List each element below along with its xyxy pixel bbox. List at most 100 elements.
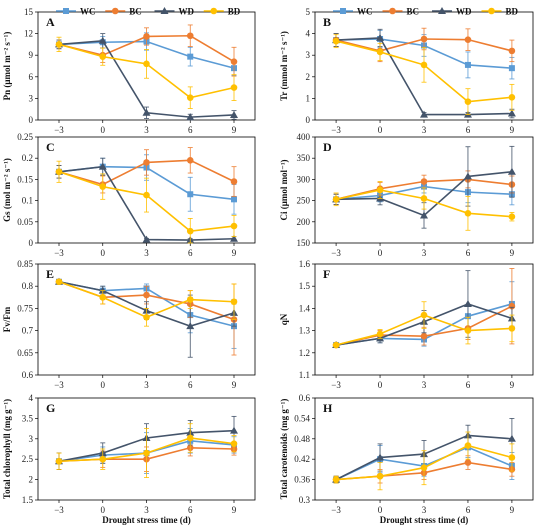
x-tick-label: 3 <box>422 505 427 515</box>
data-point <box>143 313 150 321</box>
y-axis-label: Ci (μmol mol⁻¹) <box>279 159 289 220</box>
data-point <box>332 37 340 45</box>
data-point <box>507 167 516 175</box>
y-tick-label: 350 <box>297 153 311 163</box>
x-tick-label: 3 <box>422 380 427 390</box>
data-point <box>376 453 385 461</box>
y-tick-label: 0.05 <box>17 217 33 227</box>
y-tick-label: 5 <box>306 7 311 17</box>
y-tick-label: 0.36 <box>294 475 310 485</box>
y-tick-label: 2 <box>29 475 34 485</box>
y-tick-label: 200 <box>297 217 311 227</box>
panel-a: 0 3 6 9 12 15 −3 0 3 6 9 Pn (μmol m⁻² s⁻¹) A WC BC WD BD <box>2 7 256 135</box>
data-point <box>508 47 516 55</box>
y-axis-label: Tr (mmol m⁻² s⁻¹) <box>279 31 289 101</box>
legend-label: BD <box>228 7 241 17</box>
series-bd <box>332 34 516 115</box>
data-point <box>99 183 107 190</box>
x-tick-label: 6 <box>466 125 471 135</box>
data-point <box>186 227 194 235</box>
x-tick-label: 3 <box>144 380 149 390</box>
legend-label: WD <box>456 7 472 17</box>
data-point <box>186 94 194 101</box>
panel-label: C <box>46 140 55 154</box>
y-tick-label: 0.15 <box>17 174 33 184</box>
x-tick-label: 9 <box>232 125 237 135</box>
data-point <box>231 196 237 203</box>
y-tick-label: 0.1 <box>22 196 33 206</box>
data-point <box>463 299 472 307</box>
legend-label: BC <box>129 7 142 17</box>
series-bd <box>332 301 516 349</box>
y-tick-label: 0.6 <box>22 370 34 380</box>
y-tick-label: 3 <box>306 50 311 60</box>
data-point <box>143 449 150 457</box>
series-bd <box>55 160 238 244</box>
data-point <box>143 159 150 166</box>
x-tick-label: 3 <box>144 125 149 135</box>
panel-label: D <box>323 140 332 154</box>
data-point <box>55 278 63 286</box>
data-point <box>508 325 516 332</box>
x-tick-label: −3 <box>54 125 64 135</box>
y-tick-label: 6 <box>29 72 34 82</box>
y-tick-label: 1.3 <box>299 326 311 336</box>
x-axis-label: Drought stress time (d) <box>380 515 468 525</box>
panel-b: 0 1 2 3 4 5 −3 0 3 6 9 Tr (mmol m⁻² s⁻¹) B WC BC WD BD <box>279 7 534 135</box>
data-point <box>230 110 238 118</box>
x-tick-label: 3 <box>144 248 149 258</box>
data-point <box>55 457 63 465</box>
x-tick-label: −3 <box>54 380 64 390</box>
x-tick-label: −3 <box>54 248 64 258</box>
legend-swatch-marker <box>111 7 119 15</box>
data-point <box>420 464 428 472</box>
data-point <box>464 459 472 466</box>
data-point <box>332 196 340 203</box>
y-tick-label: 1.4 <box>299 303 311 313</box>
data-point <box>376 48 384 56</box>
series-bd <box>55 36 238 109</box>
legend-label: WC <box>357 7 373 17</box>
panel-g: 1.5 2 2.5 3 3.5 4 −3 0 3 6 9 Total chlorophyll (mg … <box>2 393 256 525</box>
data-point <box>376 186 384 194</box>
data-point <box>186 32 194 40</box>
y-tick-label: 4 <box>29 393 34 403</box>
data-point <box>376 330 384 338</box>
y-tick-label: 1.5 <box>22 495 34 505</box>
x-tick-label: 6 <box>466 380 471 390</box>
x-tick-label: 0 <box>101 505 106 515</box>
x-tick-label: 9 <box>232 505 237 515</box>
x-tick-label: 9 <box>510 125 515 135</box>
x-tick-label: 6 <box>466 248 471 258</box>
y-tick-label: 3 <box>29 93 34 103</box>
data-point <box>143 60 150 68</box>
y-tick-label: 150 <box>297 238 311 248</box>
y-tick-label: 0.54 <box>294 413 310 423</box>
y-tick-label: 3 <box>29 434 34 444</box>
x-tick-label: −3 <box>331 380 341 390</box>
data-point <box>508 454 516 461</box>
y-tick-label: 0 <box>29 115 34 125</box>
data-point <box>420 110 428 118</box>
y-tick-label: 0.8 <box>22 281 34 291</box>
data-point <box>99 294 107 301</box>
data-point <box>186 322 195 330</box>
y-tick-label: 0.65 <box>17 348 33 358</box>
x-tick-label: −3 <box>54 505 64 515</box>
data-point <box>186 113 195 121</box>
y-tick-label: 0.7 <box>22 326 34 336</box>
x-tick-label: 0 <box>378 505 383 515</box>
data-point <box>55 41 63 48</box>
legend: WC BC WD BD <box>56 7 241 17</box>
data-point <box>99 53 107 60</box>
y-tick-label: 0.42 <box>294 454 310 464</box>
x-tick-label: 3 <box>144 505 149 515</box>
data-point <box>464 210 472 217</box>
y-axis-label: Pn (μmol m⁻² s⁻¹) <box>2 32 12 101</box>
data-point <box>98 286 107 294</box>
y-tick-label: 0.2 <box>22 153 33 163</box>
legend-label: WC <box>80 7 96 17</box>
data-point <box>142 235 151 243</box>
data-point <box>98 162 107 170</box>
y-tick-label: 12 <box>24 29 33 39</box>
